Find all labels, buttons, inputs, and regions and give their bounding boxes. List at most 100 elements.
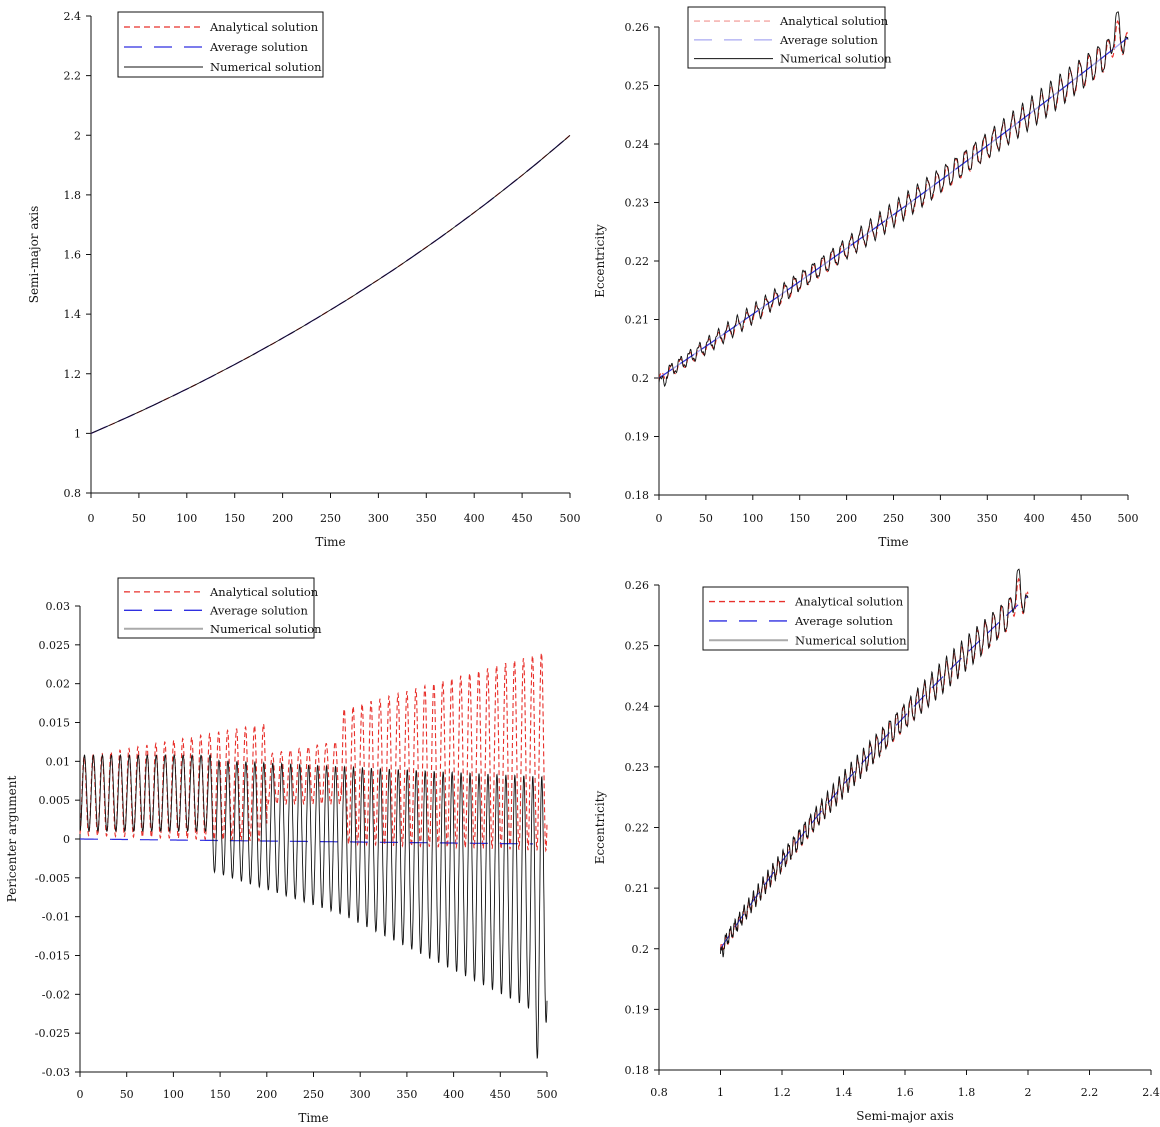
- legend: Analytical solution Average solution Numer…: [687, 6, 892, 69]
- legend-label-3: Numerical solution: [780, 52, 892, 66]
- legend-label-2: Average solution: [209, 603, 308, 617]
- x-tick-label: 0: [656, 512, 663, 525]
- legend-label-1: Analytical solution: [209, 20, 319, 34]
- y-tick-label: 0.01: [46, 755, 71, 768]
- x-tick-label: 200: [256, 1088, 277, 1101]
- x-tick-label: 400: [1024, 512, 1045, 525]
- y-axis-label: Eccentricity: [593, 790, 607, 864]
- x-tick-label: 500: [560, 512, 581, 525]
- series-analytical-line: [79, 653, 548, 853]
- legend: Analytical solution Average solution Numer…: [117, 577, 322, 639]
- legend-label-3: Numerical solution: [210, 622, 322, 636]
- x-tick-label: 500: [1118, 512, 1139, 525]
- x-axis-label: Time: [315, 535, 345, 549]
- y-tick-label: 1.8: [64, 189, 82, 202]
- series-numerical-line: [720, 568, 1029, 958]
- legend-label-1: Analytical solution: [779, 14, 889, 28]
- y-axis-label: Semi-major axis: [27, 206, 41, 304]
- x-tick-label: 350: [396, 1088, 417, 1101]
- y-tick-label: 0.2: [632, 372, 650, 385]
- y-tick-label: -0.01: [42, 911, 70, 924]
- series-analytical-line: [90, 134, 571, 434]
- x-tick-label: 100: [176, 512, 197, 525]
- chart-panel-4: 0.18 0.19 0.2 0.21 0.22 0.23 0.24 0.25 0.26 0.8 1 1…: [593, 568, 1160, 1123]
- legend-label-2: Average solution: [209, 40, 308, 54]
- x-tick-label: 250: [303, 1088, 324, 1101]
- y-tick-label: -0.025: [35, 1027, 70, 1040]
- legend-label-2: Average solution: [779, 33, 878, 47]
- y-tick-label: 0.005: [39, 794, 71, 807]
- legend-box: [117, 11, 324, 78]
- x-tick-label: 150: [789, 512, 810, 525]
- series-numerical-line: [79, 753, 548, 1059]
- x-tick-label: 150: [224, 512, 245, 525]
- x-tick-label: 300: [368, 512, 389, 525]
- legend-label-2: Average solution: [794, 614, 893, 628]
- y-tick-label: 0.18: [625, 1064, 650, 1077]
- x-tick-label: 250: [883, 512, 904, 525]
- x-tick-label: 300: [350, 1088, 371, 1101]
- x-tick-label: 100: [742, 512, 763, 525]
- x-tick-label: 350: [416, 512, 437, 525]
- y-tick-label: 2: [74, 129, 81, 142]
- y-tick-label: 0.8: [64, 487, 82, 500]
- x-tick-label: 2.4: [1142, 1086, 1160, 1099]
- y-tick-label: 0.19: [625, 431, 650, 444]
- y-tick-label: 0.02: [46, 678, 71, 691]
- series-average-line: [658, 37, 1129, 379]
- y-tick-label: 0: [63, 833, 70, 846]
- y-tick-label: 1.2: [64, 368, 82, 381]
- x-tick-label: 150: [210, 1088, 231, 1101]
- y-tick-label: 0.23: [625, 761, 650, 774]
- y-tick-label: 0.2: [632, 943, 650, 956]
- legend-label-3: Numerical solution: [795, 633, 907, 647]
- x-tick-label: 200: [836, 512, 857, 525]
- x-tick-label: 1.6: [896, 1086, 914, 1099]
- x-tick-label: 500: [537, 1088, 558, 1101]
- y-tick-label: 1.4: [64, 308, 82, 321]
- y-tick-label: 2.4: [64, 10, 82, 23]
- legend: Analytical solution Average solution Numer…: [702, 586, 909, 651]
- y-tick-label: -0.03: [42, 1066, 70, 1079]
- y-tick-label: 0.19: [625, 1003, 650, 1016]
- y-tick-label: 0.22: [625, 822, 650, 835]
- chart-panel-2: 0.18 0.19 0.2 0.21 0.22 0.23 0.24 0.25 0.26 0 50 10…: [593, 6, 1139, 549]
- x-tick-label: 1: [717, 1086, 724, 1099]
- y-tick-label: 0.015: [39, 717, 71, 730]
- y-tick-label: 0.03: [46, 600, 71, 613]
- x-tick-label: 200: [272, 512, 293, 525]
- y-tick-label: 0.18: [625, 489, 650, 502]
- y-tick-label: -0.005: [35, 872, 70, 885]
- x-tick-label: 50: [132, 512, 146, 525]
- x-tick-label: 50: [699, 512, 713, 525]
- series-numerical-line: [658, 11, 1129, 388]
- chart-panel-1: 0.8 1 1.2 1.4 1.6 1.8 2 2.2 2.4 0 50 100 150 200 250 30…: [27, 10, 581, 549]
- x-tick-label: 400: [464, 512, 485, 525]
- x-tick-label: 0: [88, 512, 95, 525]
- x-axis-label: Time: [298, 1111, 328, 1125]
- x-tick-label: 50: [120, 1088, 134, 1101]
- y-tick-label: 0.26: [625, 579, 650, 592]
- x-tick-label: 450: [512, 512, 533, 525]
- x-tick-label: 450: [1071, 512, 1092, 525]
- series-numerical-line: [90, 134, 571, 434]
- x-tick-label: 1.2: [773, 1086, 791, 1099]
- y-tick-label: 0.26: [625, 21, 650, 34]
- y-tick-label: 1: [74, 427, 81, 440]
- y-axis-label: Pericenter argument: [5, 776, 19, 903]
- x-axis-label: Semi-major axis: [856, 1109, 954, 1123]
- legend-box: [687, 6, 886, 69]
- y-axis-label: Eccentricity: [593, 224, 607, 298]
- x-tick-label: 0.8: [650, 1086, 668, 1099]
- legend-label-3: Numerical solution: [210, 60, 322, 74]
- legend-label-1: Analytical solution: [209, 585, 319, 599]
- x-axis-label: Time: [878, 535, 908, 549]
- y-tick-label: 0.22: [625, 255, 650, 268]
- y-tick-label: -0.015: [35, 950, 70, 963]
- legend-label-1: Analytical solution: [794, 595, 904, 609]
- x-tick-label: 300: [930, 512, 951, 525]
- x-tick-label: 0: [77, 1088, 84, 1101]
- x-tick-label: 2.2: [1081, 1086, 1099, 1099]
- legend: Analytical solution Average solution Numer…: [117, 11, 324, 78]
- x-tick-label: 350: [977, 512, 998, 525]
